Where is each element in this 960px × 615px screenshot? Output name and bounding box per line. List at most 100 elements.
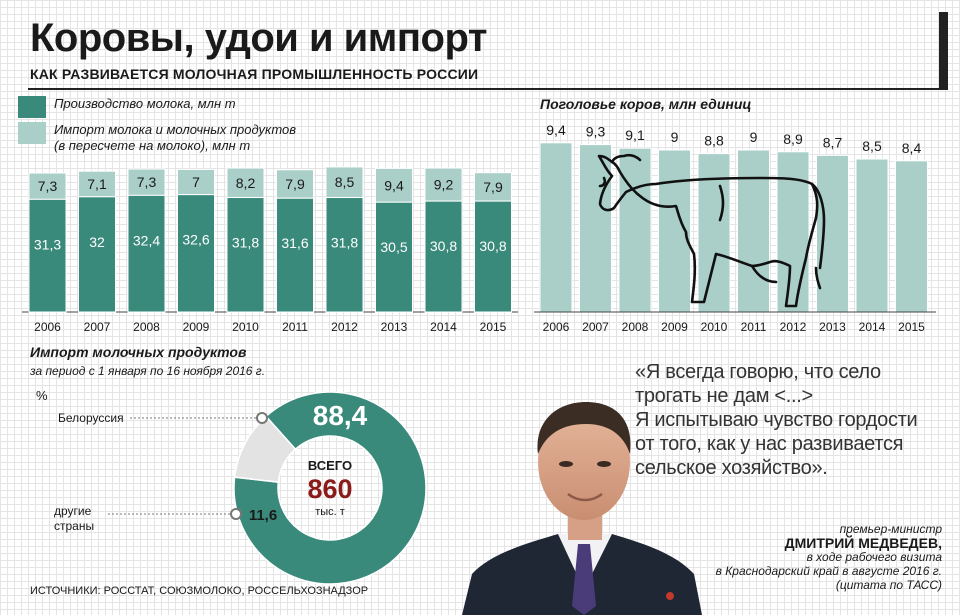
milk-production-label: 30,8 xyxy=(479,238,506,254)
donut-category-label: Белоруссия xyxy=(58,411,124,425)
milk-production-label: 31,3 xyxy=(34,236,61,252)
milk-import-label: 8,2 xyxy=(236,175,256,191)
header-divider xyxy=(28,88,948,90)
cows-year-label: 2007 xyxy=(582,320,609,334)
cows-year-label: 2012 xyxy=(780,320,807,334)
cows-value-label: 8,7 xyxy=(823,134,843,150)
quote-line-2: трогать не дам <...> xyxy=(635,385,813,407)
milk-year-label: 2007 xyxy=(84,320,111,334)
milk-import-label: 9,2 xyxy=(434,177,454,193)
milk-import-bar xyxy=(226,167,265,199)
donut-leader-dot xyxy=(230,508,242,520)
cows-bar xyxy=(895,160,928,313)
milk-production-label: 31,6 xyxy=(281,235,308,251)
milk-year-label: 2010 xyxy=(232,320,259,334)
sources: ИСТОЧНИКИ: РОССТАТ, СОЮЗМОЛОКО, РОССЕЛЬХ… xyxy=(30,585,369,597)
donut-leader-dot xyxy=(256,412,268,424)
milk-import-label: 7,9 xyxy=(285,176,305,192)
milk-production-label: 30,5 xyxy=(380,239,407,255)
milk-import-label: 8,5 xyxy=(335,174,355,190)
donut-value-label: 11,6 xyxy=(249,507,277,524)
milk-production-bar xyxy=(127,194,166,313)
quote-line-3: Я испытываю чувство гордости xyxy=(635,409,918,431)
milk-import-bar xyxy=(375,167,413,203)
milk-production-label: 32,4 xyxy=(133,232,160,248)
attribution-line-3: (цитата по ТАСС) xyxy=(835,578,942,592)
cows-value-label: 8,4 xyxy=(902,140,922,156)
milk-production-label: 31,8 xyxy=(331,235,358,251)
cows-year-label: 2008 xyxy=(622,320,649,334)
cows-year-label: 2015 xyxy=(898,320,925,334)
milk-year-label: 2008 xyxy=(133,320,160,334)
imports-title: Импорт молочных продуктов xyxy=(30,344,247,360)
header-accent-bar xyxy=(939,12,948,88)
cows-bar xyxy=(816,154,849,313)
milk-import-bar xyxy=(276,169,314,199)
milk-production-bar xyxy=(28,198,67,313)
milk-import-bar xyxy=(78,170,116,198)
milk-import-label: 7,1 xyxy=(87,176,107,192)
cows-value-label: 9,3 xyxy=(586,124,606,140)
cows-value-label: 8,5 xyxy=(862,138,882,154)
donut-category-label: страны xyxy=(54,519,94,533)
quote: «Я всегда говорю, что село трогать не да… xyxy=(635,360,955,480)
legend-swatch-import xyxy=(18,122,46,144)
cow-silhouette-icon xyxy=(597,153,826,308)
quote-line-4: от того, как у нас развивается xyxy=(635,433,904,455)
page-title: Коровы, удои и импорт xyxy=(30,16,487,60)
legend-swatch-production xyxy=(18,96,46,118)
milk-production-bar xyxy=(474,200,512,313)
cows-year-label: 2010 xyxy=(701,320,728,334)
imports-subtitle: за период с 1 января по 16 ноября 2016 г… xyxy=(30,364,266,378)
percent-label: % xyxy=(36,388,48,403)
milk-production-bar xyxy=(325,197,364,313)
legend-import: Импорт молока и молочных продуктов (в пе… xyxy=(18,122,296,154)
milk-year-label: 2014 xyxy=(430,320,457,334)
milk-year-label: 2015 xyxy=(480,320,507,334)
cows-year-label: 2013 xyxy=(819,320,846,334)
attribution: премьер-министр ДМИТРИЙ МЕДВЕДЕВ, в ходе… xyxy=(716,522,942,592)
milk-production-label: 32,6 xyxy=(182,232,209,248)
cows-bar xyxy=(539,142,573,313)
attribution-role: премьер-министр xyxy=(839,522,942,536)
milk-production-bar xyxy=(226,197,265,313)
cows-year-label: 2014 xyxy=(859,320,886,334)
cows-value-label: 9,1 xyxy=(625,127,645,143)
cows-value-label: 9,4 xyxy=(546,122,566,138)
donut-value-label: 88,4 xyxy=(313,400,368,431)
donut-category-label: другие xyxy=(54,504,92,518)
quote-line-1: «Я всегда говорю, что село xyxy=(635,361,881,383)
milk-production-bar xyxy=(276,197,314,313)
cows-value-label: 9 xyxy=(671,129,679,145)
cows-year-label: 2011 xyxy=(741,320,767,334)
cows-bar xyxy=(855,158,889,313)
cows-value-label: 8,9 xyxy=(783,131,803,147)
portrait-image xyxy=(462,402,702,615)
cows-year-label: 2006 xyxy=(543,320,570,334)
milk-import-label: 9,4 xyxy=(384,177,404,193)
milk-production-label: 31,8 xyxy=(232,235,259,251)
milk-production-bar xyxy=(375,201,413,313)
legend-label-import: Импорт молока и молочных продуктов (в пе… xyxy=(54,122,296,154)
milk-production-label: 30,8 xyxy=(430,238,457,254)
milk-import-bar xyxy=(127,168,166,196)
milk-import-bar xyxy=(325,166,364,199)
legend-label-production: Производство молока, млн т xyxy=(54,96,236,111)
milk-year-label: 2011 xyxy=(282,320,308,334)
milk-import-label: 7 xyxy=(192,174,200,190)
legend-label-import-line2: (в пересчете на молоко), млн т xyxy=(54,138,251,153)
donut-total-value: 860 xyxy=(307,474,352,504)
donut-total-unit: тыс. т xyxy=(315,506,345,518)
milk-import-label: 7,9 xyxy=(483,179,503,195)
legend-production: Производство молока, млн т xyxy=(18,96,236,118)
milk-year-label: 2013 xyxy=(381,320,408,334)
cows-value-label: 9 xyxy=(750,129,758,145)
milk-production-bar xyxy=(177,194,215,313)
cows-bar xyxy=(579,144,612,313)
attribution-name: ДМИТРИЙ МЕДВЕДЕВ, xyxy=(784,535,942,551)
milk-production-label: 32 xyxy=(89,234,105,250)
donut-total-label: ВСЕГО xyxy=(308,458,352,473)
